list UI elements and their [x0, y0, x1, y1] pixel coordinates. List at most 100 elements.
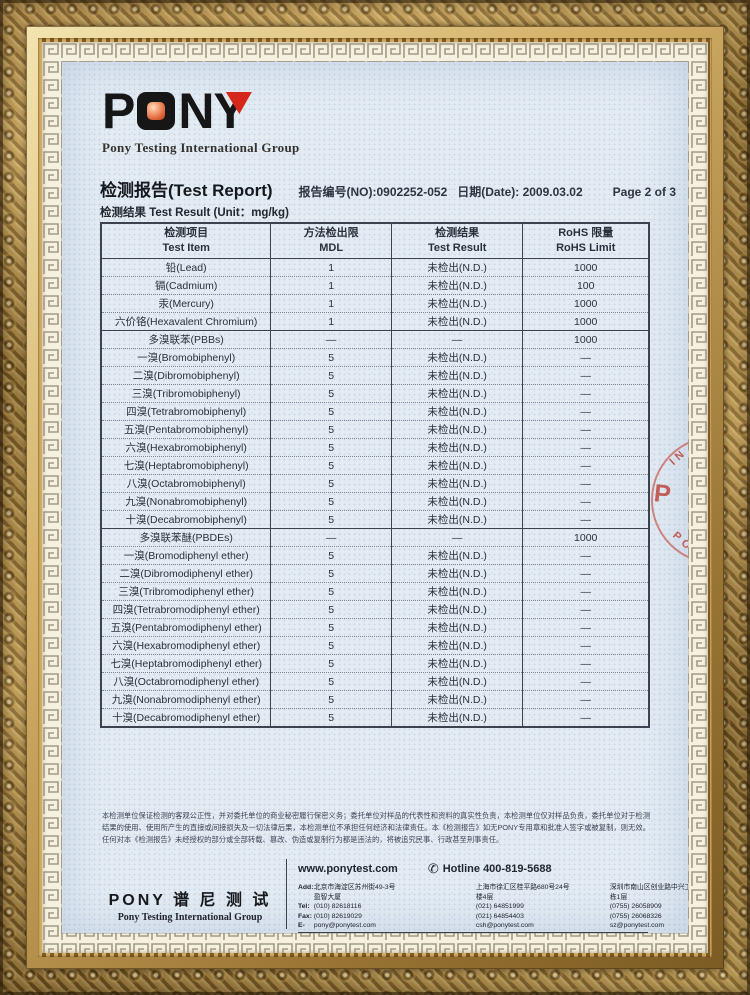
limit-cell: 1000 — [522, 312, 649, 331]
limit-cell: 100 — [522, 276, 649, 295]
mdl-cell: 5 — [270, 636, 392, 655]
limit-cell: — — [522, 492, 649, 511]
column-header: 方法检出限 MDL — [270, 223, 392, 259]
office-column: 北京市海淀区苏州街49-3号 盈智大厦 (010) 82618116 (010) 82… — [313, 884, 396, 929]
logo-letter-o-icon — [137, 92, 176, 130]
table-row: 多溴联苯(PBBs) — —1000 — [101, 330, 649, 349]
limit-cell: — — [522, 510, 649, 529]
table-row: 一溴(Bromodiphenyl ether) 5 未检出(N.D.) — — [101, 546, 649, 565]
limit-cell: 1000 — [522, 258, 649, 277]
table-row: 十溴(Decabromodiphenyl ether) 5 未检出(N.D.) — — [101, 708, 649, 727]
limit-cell: — — [522, 600, 649, 619]
item-cell: 七溴(Heptabromodiphenyl ether) — [101, 654, 271, 673]
table-row: 七溴(Heptabromobiphenyl) 5 未检出(N.D.) — — [101, 456, 649, 475]
result-cell: 未检出(N.D.) — [390, 402, 523, 421]
item-cell: 一溴(Bromodiphenyl ether) — [101, 546, 271, 565]
item-cell: 六溴(Hexabromobiphenyl) — [101, 438, 271, 457]
mdl-cell: 1 — [270, 312, 392, 331]
footer-divider — [286, 859, 287, 929]
item-cell: 五溴(Pentabromodiphenyl ether) — [101, 618, 271, 637]
table-row: 八溴(Octabromodiphenyl ether) 5 未检出(N.D.) — — [101, 672, 649, 691]
report-document: P N Y Pony Testing International Group 检… — [62, 62, 688, 933]
limit-cell: — — [522, 348, 649, 367]
mdl-cell: 5 — [270, 546, 392, 565]
result-unit-line: 检测结果 Test Result (Unit：mg/kg) — [100, 207, 289, 219]
footer-brand: PONY 谱 尼 测 试 Pony Testing International … — [100, 886, 280, 923]
table-row: 十溴(Decabromobiphenyl) 5 未检出(N.D.) — — [101, 510, 649, 529]
result-cell: 未检出(N.D.) — [390, 510, 523, 529]
table-row: 多溴联苯醚(PBDEs) — —1000 — [101, 528, 649, 547]
mdl-cell: 5 — [270, 690, 392, 709]
mdl-cell: 5 — [270, 600, 392, 619]
limit-cell: — — [522, 564, 649, 583]
mdl-cell: — — [270, 330, 392, 349]
table-row: 九溴(Nonabromobiphenyl) 5 未检出(N.D.) — — [101, 492, 649, 511]
mdl-cell: 5 — [270, 618, 392, 637]
table-body: 铅(Lead) 1 未检出(N.D.) 1000 镉(Cadmium) 1 未检出(N.D.… — [101, 258, 649, 727]
mdl-cell: 5 — [270, 474, 392, 493]
item-cell: 镉(Cadmium) — [101, 276, 271, 295]
result-cell: 未检出(N.D.) — [390, 654, 523, 673]
item-cell: 一溴(Bromobiphenyl) — [101, 348, 271, 367]
result-cell: 未检出(N.D.) — [390, 348, 523, 367]
table-row: 二溴(Dibromobiphenyl) 5 未检出(N.D.) — — [101, 366, 649, 385]
table-row: 铅(Lead) 1 未检出(N.D.) 1000 — [101, 258, 649, 277]
stamp-center-mark: P — [652, 479, 673, 509]
result-cell: 未检出(N.D.) — [390, 690, 523, 709]
mdl-cell: 5 — [270, 510, 392, 529]
report-title-row: 检测报告(Test Report) 报告编号(NO):0902252-052 日… — [100, 176, 676, 201]
limit-cell: — — [522, 546, 649, 565]
footer-brand-zh: PONY 谱 尼 测 试 — [108, 892, 272, 909]
result-cell: 未检出(N.D.) — [390, 420, 523, 439]
limit-cell: — — [522, 708, 649, 727]
table-row: 三溴(Tribromobiphenyl) 5 未检出(N.D.) — — [101, 384, 649, 403]
result-cell: 未检出(N.D.) — [390, 258, 523, 277]
mdl-cell: 5 — [270, 654, 392, 673]
table-row: 汞(Mercury) 1 未检出(N.D.) 1000 — [101, 294, 649, 313]
limit-cell: 1000 — [522, 528, 649, 547]
result-cell: 未检出(N.D.) — [390, 564, 523, 583]
limit-cell: — — [522, 456, 649, 475]
office-column: 上海市徐汇区桂平路680号24号 楼4层 (021) 64851999 (021) 6… — [475, 884, 570, 929]
column-header: 检测项目 Test Item — [101, 223, 271, 259]
limit-cell: — — [522, 654, 649, 673]
result-cell: 未检出(N.D.) — [390, 294, 523, 313]
mdl-cell: 5 — [270, 564, 392, 583]
limit-cell: — — [522, 384, 649, 403]
table-row: 一溴(Bromobiphenyl) 5 未检出(N.D.) — — [101, 348, 649, 367]
table-row: 七溴(Heptabromodiphenyl ether) 5 未检出(N.D.) — — [101, 654, 649, 673]
result-cell: 未检出(N.D.) — [390, 366, 523, 385]
item-cell: 七溴(Heptabromobiphenyl) — [101, 456, 271, 475]
table-row: 四溴(Tetrabromodiphenyl ether) 5 未检出(N.D.) — — [101, 600, 649, 619]
limit-cell: — — [522, 366, 649, 385]
item-cell: 九溴(Nonabromodiphenyl ether) — [101, 690, 271, 709]
mdl-cell: 5 — [270, 366, 392, 385]
result-cell: — — [390, 330, 523, 349]
hotline-number: Hotline 400-819-5688 — [442, 863, 552, 875]
item-cell: 三溴(Tribromobiphenyl) — [101, 384, 271, 403]
item-cell: 三溴(Tribromodiphenyl ether) — [101, 582, 271, 601]
limit-cell: — — [522, 690, 649, 709]
report-title: 检测报告(Test Report) — [100, 181, 273, 200]
item-cell: 九溴(Nonabromobiphenyl) — [101, 492, 271, 511]
item-cell: 二溴(Dibromobiphenyl) — [101, 366, 271, 385]
result-cell: 未检出(N.D.) — [390, 600, 523, 619]
mdl-cell: 1 — [270, 276, 392, 295]
office-addresses: Add: Tel: Fax: E-mail: 北京市海淀区苏州街49-3号盈智大… — [298, 883, 688, 933]
logo-tagline: Pony Testing International Group — [102, 140, 300, 155]
result-cell: 未检出(N.D.) — [390, 582, 523, 601]
item-cell: 八溴(Octabromobiphenyl) — [101, 474, 271, 493]
mdl-cell: 5 — [270, 456, 392, 475]
table-row: 八溴(Octabromobiphenyl) 5 未检出(N.D.) — — [101, 474, 649, 493]
item-cell: 多溴联苯(PBBs) — [101, 330, 271, 349]
mdl-cell: 5 — [270, 492, 392, 511]
item-cell: 铅(Lead) — [165, 261, 207, 274]
item-cell: 汞(Mercury) — [101, 294, 271, 313]
report-number: 报告编号(NO):0902252-052 — [298, 185, 448, 199]
result-cell: 未检出(N.D.) — [390, 636, 523, 655]
item-cell: 十溴(Decabromodiphenyl ether) — [101, 708, 271, 727]
mdl-cell: — — [270, 528, 392, 547]
limit-cell: — — [522, 618, 649, 637]
footer-brand-en: Pony Testing International Group — [117, 912, 263, 923]
